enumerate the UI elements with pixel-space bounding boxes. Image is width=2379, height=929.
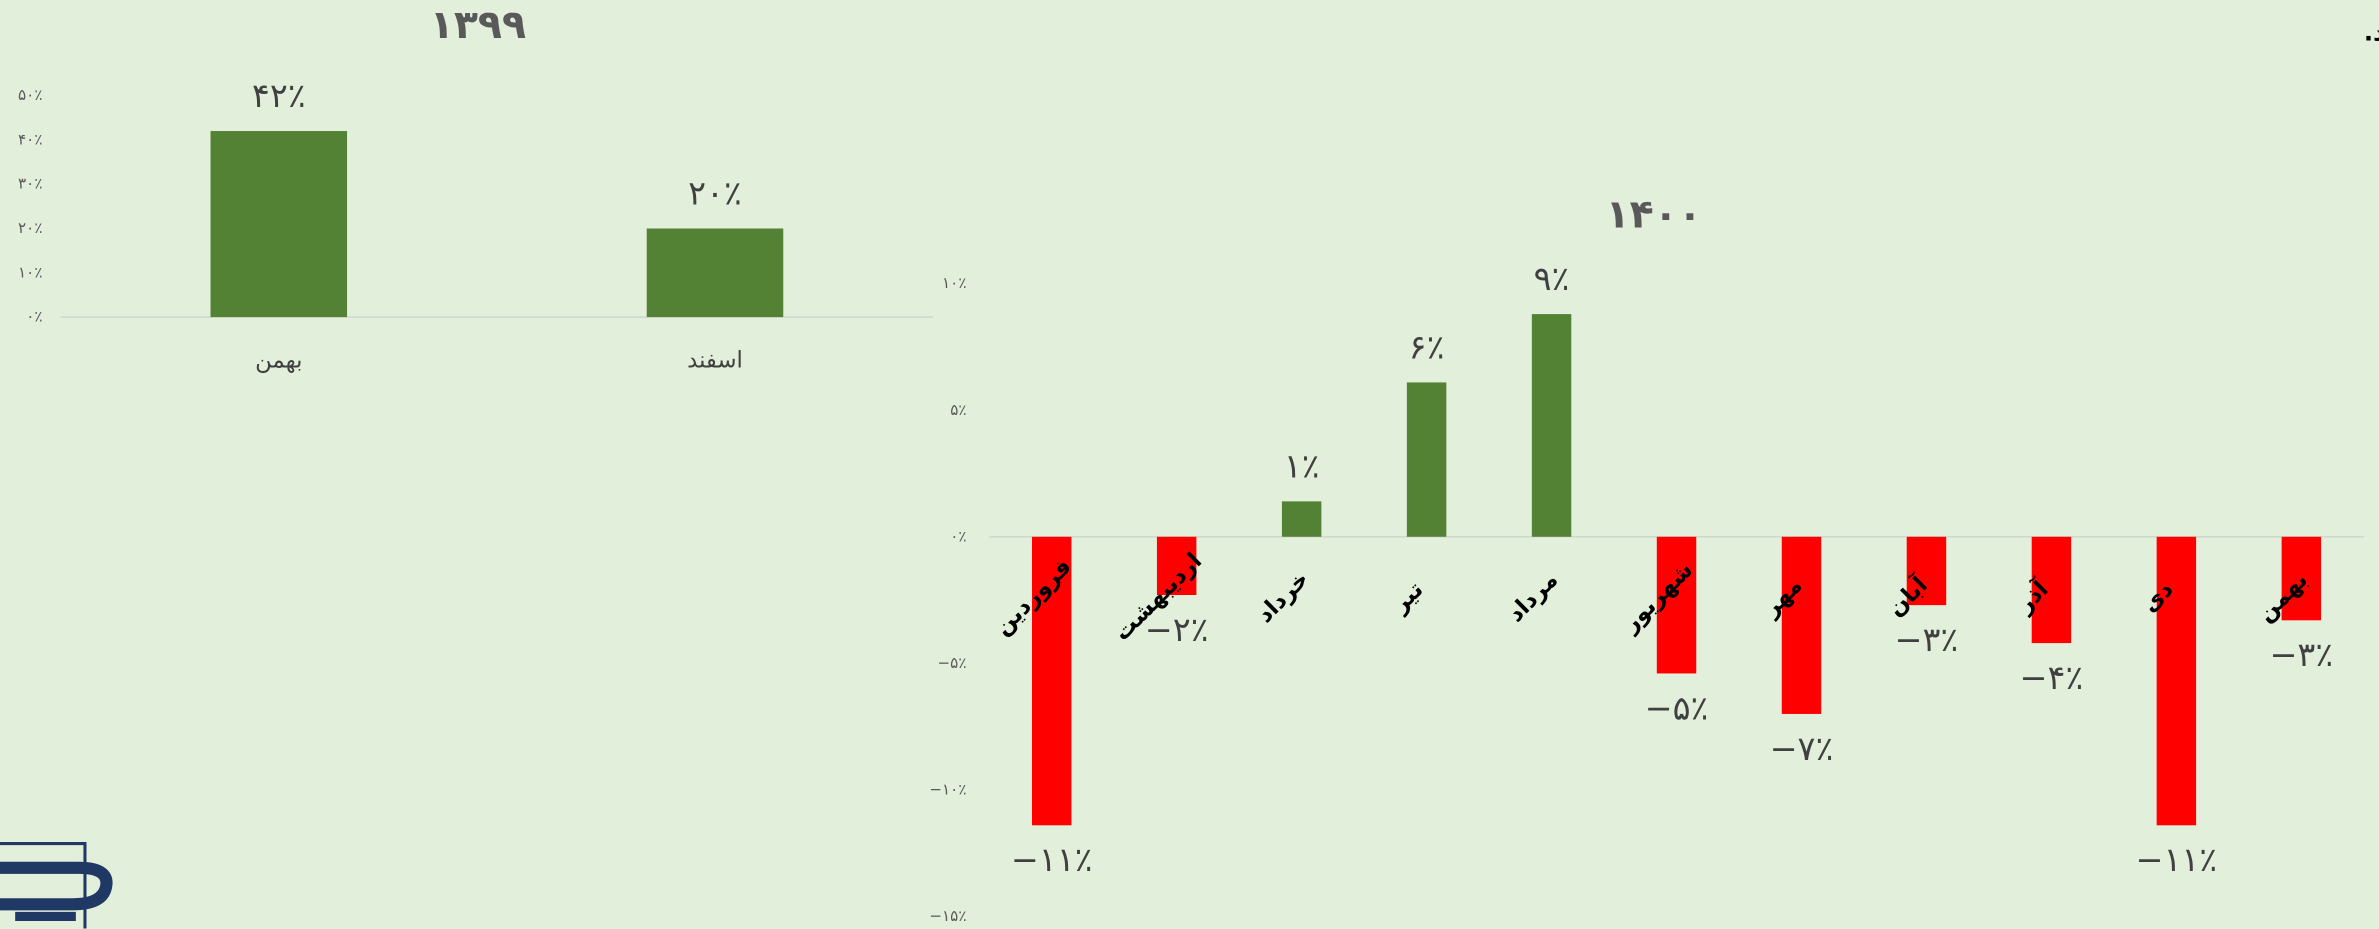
value-label: ۹٪ [1534,259,1570,298]
bar [2156,536,2197,826]
y-tick-label: ۰٪ [950,527,966,545]
value-label: −۱۱٪ [1011,840,1093,879]
y-tick-label: ۲۰٪ [18,219,42,237]
y-tick-label: −۵٪ [937,654,966,672]
value-label: ۱٪ [1284,446,1320,485]
chart-title: ۱۳۹۹ [430,2,526,48]
bar [1906,536,1947,606]
chart-title: ۱۴۰۰ [1606,191,1702,237]
bar [1406,382,1447,537]
y-tick-label: ۰٪ [26,308,42,326]
x-tick-label: خرداد [1252,566,1314,628]
x-tick-label: مرداد [1503,567,1563,627]
x-tick-label: بهمن [255,348,302,374]
bar [210,131,348,318]
y-tick-label: ۳۰٪ [18,175,42,193]
value-label: ۶٪ [1409,328,1445,367]
header-text: مرداد ماه این شرکت توانست بازدهی مثبتی ر… [2364,17,2379,46]
bar [2281,536,2322,621]
value-label: −۴٪ [2020,658,2084,697]
logo [0,842,113,929]
y-tick-label: ۴۰٪ [18,130,42,148]
bar [1156,536,1197,596]
value-label: −۳٪ [1895,620,1959,659]
x-tick-label: تیر [1387,577,1429,619]
y-tick-label: ۱۰٪ [942,274,966,292]
bar [1031,536,1072,826]
bar [1531,314,1572,537]
value-label: ۴۲٪ [252,76,306,115]
value-label: ۲۰٪ [688,174,742,213]
bar [1656,536,1697,674]
value-label: −۵٪ [1645,688,1709,727]
value-label: −۱۱٪ [2136,840,2218,879]
y-tick-label: ۵٪ [950,401,966,419]
x-tick-label: اسفند [687,348,743,374]
value-label: −۲٪ [1145,610,1209,649]
y-tick-label: −۱۰٪ [929,780,966,798]
bar [2031,536,2072,644]
y-tick-label: ۵۰٪ [18,86,42,104]
bar [1281,501,1322,537]
value-label: −۷٪ [1770,729,1834,768]
y-tick-label: ۱۰٪ [18,263,42,281]
y-tick-label: −۱۵٪ [929,907,966,925]
value-label: −۳٪ [2269,635,2333,674]
bar [646,228,784,318]
bar [1781,536,1822,714]
